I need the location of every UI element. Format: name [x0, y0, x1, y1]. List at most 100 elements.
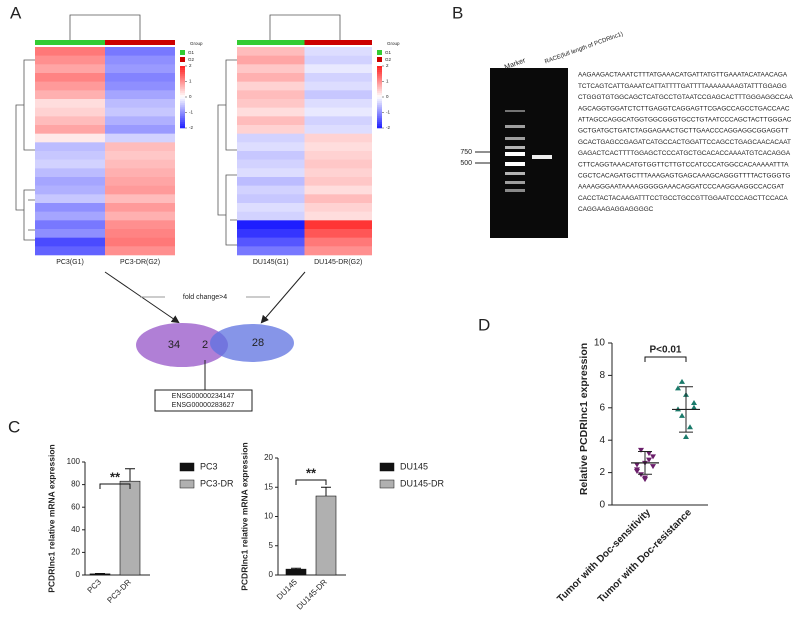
legend-title: Group — [387, 41, 400, 46]
y-tick-label: 100 — [67, 457, 81, 466]
colorbar-step — [377, 90, 382, 94]
legend-swatch — [180, 50, 185, 55]
x-tick-label: DU145-DR — [295, 577, 329, 611]
dendrogram — [15, 59, 35, 241]
heat-cell — [304, 151, 372, 160]
marker-size: 500 — [460, 160, 472, 167]
heat-cell — [35, 107, 105, 117]
heat-cell — [35, 125, 105, 134]
sequence-line: GAGACTCACTTTTGGAGCTCCCATGCTGCACACCAAAATG… — [578, 150, 791, 157]
heat-cell — [105, 220, 175, 230]
heat-cell — [304, 107, 372, 117]
heat-cell — [105, 211, 175, 221]
axes — [611, 343, 708, 506]
colorbar-step — [180, 88, 185, 92]
legend-label: G2 — [188, 57, 195, 62]
colorbar-step — [180, 84, 185, 87]
heat-cell — [237, 151, 305, 160]
colorbar-step — [180, 111, 185, 114]
error-bar — [125, 468, 135, 482]
colorbar-step — [180, 66, 185, 69]
heat-cell — [237, 237, 305, 247]
colorbar-step — [180, 109, 185, 112]
colorbar-step — [180, 117, 185, 121]
heat-cell — [304, 185, 372, 195]
heat-cell — [105, 203, 175, 212]
sd-bar — [679, 386, 693, 433]
colorbar-step — [377, 113, 382, 116]
heat-cell — [237, 116, 305, 126]
heat-cell — [35, 64, 105, 74]
heat-cell — [35, 246, 105, 256]
data-point — [650, 464, 656, 470]
sequence-line: AGCAGGTGGATCTCTTGAGGTCAGGAGTTCGAGCCAGCCT… — [578, 105, 790, 112]
colorbar-step — [377, 99, 382, 102]
colorbar-step — [377, 86, 382, 90]
colorbar-step — [377, 105, 382, 108]
heat-cell — [35, 142, 105, 152]
column-label: PC3-DR(G2) — [120, 259, 160, 266]
heat-cell — [237, 168, 305, 178]
legend-label: PC3 — [200, 461, 218, 471]
legend-label: G2 — [385, 57, 392, 62]
colorbar-step — [377, 107, 382, 110]
colorbar-step — [180, 78, 185, 81]
heat-cell — [304, 211, 372, 221]
heat-cell — [35, 194, 105, 204]
sequence-line: AAGAAGACTAAATCTTTATGAAACATGATTATGTTGAAAT… — [578, 72, 788, 79]
colorbar-step — [377, 121, 382, 125]
heat-cell — [237, 177, 305, 186]
heat-cell — [105, 81, 175, 91]
sequence-line: CAGGAAGAGGAGGGGC — [578, 206, 654, 213]
marker-bands — [505, 110, 525, 192]
heat-cell — [237, 125, 305, 134]
data-point — [687, 424, 693, 430]
data-point — [638, 447, 644, 453]
heat-cell — [237, 229, 305, 238]
colorbar-step — [180, 105, 185, 108]
colorbar-step — [377, 88, 382, 92]
heat-cell — [35, 237, 105, 247]
heat-cell — [304, 55, 372, 65]
sequence-line: CTGGGTGTGGCAGCTCATGCCTGTAATCCGAGCACTTTGG… — [578, 94, 794, 101]
sequence-line: ATTAGCCAGGCATGGTGGCGGGTGCCTGTAATCCCAGCTA… — [578, 116, 792, 123]
x-tick-label: PC3-DR — [105, 577, 133, 605]
heat-cell — [237, 159, 305, 169]
y-tick-label: 60 — [71, 502, 80, 511]
bar — [89, 573, 111, 576]
significance-bracket — [99, 483, 131, 489]
data-point — [642, 475, 648, 481]
heat-cell — [105, 168, 175, 178]
colorbar-step — [180, 119, 185, 123]
column-label: PC3(G1) — [56, 259, 84, 266]
heat-cell — [105, 185, 175, 195]
y-axis-label: PCDRlnc1 relative mRNA expression — [239, 442, 249, 591]
legend-swatch — [179, 462, 195, 472]
heat-cell — [105, 237, 175, 247]
y-tick-label: 0 — [269, 570, 274, 579]
colorbar-step — [180, 82, 185, 85]
y-tick-label: 0 — [76, 570, 81, 579]
colorbar-label: 0 — [386, 94, 389, 99]
data-point — [679, 412, 685, 418]
colorbar-step — [377, 123, 382, 127]
heat-cell — [105, 177, 175, 186]
x-tick-label: PC3 — [86, 577, 104, 595]
legend-swatch — [377, 57, 382, 62]
sequence-line: CTTCAGGTAAACATGTGGTTCTTGTCCATCCCATGGCCAC… — [578, 161, 789, 168]
error-bar — [321, 486, 331, 497]
heat-cell — [35, 211, 105, 221]
colorbar-step — [180, 90, 185, 94]
significance-bracket — [295, 479, 327, 485]
legend-label: PC3-DR — [200, 478, 234, 488]
heat-cell — [35, 99, 105, 108]
sequence-line: CGCTCACAGATGCTTTAAAGAGTGAGCAAAGCAGGGTTTT… — [578, 172, 790, 179]
legend-label: DU145-DR — [400, 478, 445, 488]
group-bar — [105, 40, 175, 45]
heat-cell — [237, 220, 305, 230]
heat-cell — [105, 229, 175, 238]
colorbar-step — [180, 80, 185, 83]
data-point — [679, 378, 685, 384]
gene: ENSG00000283627 — [172, 402, 235, 409]
significance: ** — [306, 465, 317, 480]
